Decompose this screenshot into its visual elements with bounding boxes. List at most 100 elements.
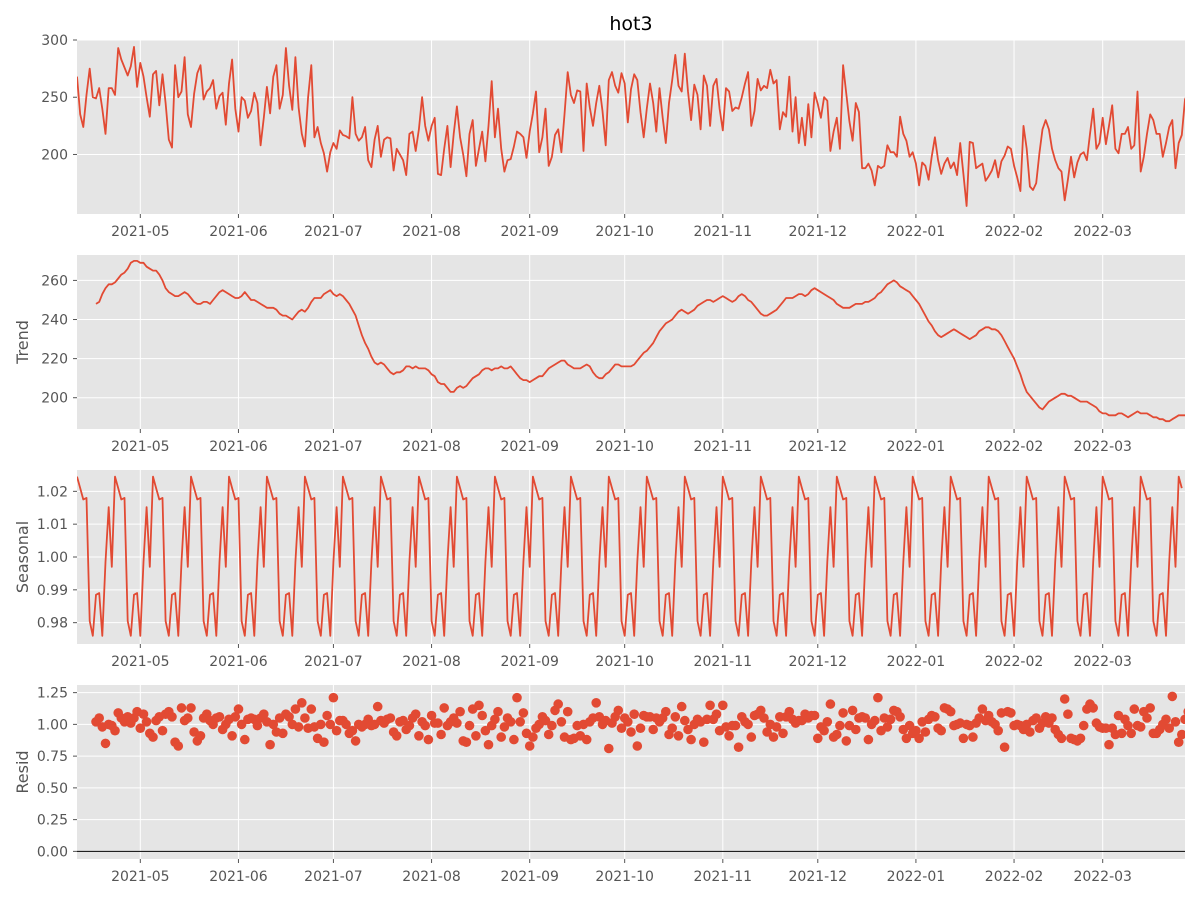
resid-point xyxy=(562,706,573,717)
observed-y-tick-label: 200 xyxy=(41,147,68,163)
resid-point xyxy=(316,719,326,730)
trend-plot-area xyxy=(77,255,1185,429)
trend-y-tick-label: 260 xyxy=(41,273,68,289)
seasonal-y-tick-label: 0.98 xyxy=(37,616,68,632)
resid-point xyxy=(771,722,782,732)
resid-x-tick-label: 2021-10 xyxy=(595,869,654,885)
resid-point xyxy=(183,713,193,723)
trend-y-tick-label: 200 xyxy=(41,391,68,407)
resid-point xyxy=(768,732,779,742)
resid-point xyxy=(464,720,475,731)
resid-point xyxy=(110,725,120,736)
resid-point xyxy=(410,709,421,719)
resid-point xyxy=(673,731,684,741)
resid-point xyxy=(167,712,177,722)
resid-point xyxy=(391,731,402,741)
resid-point xyxy=(300,713,310,723)
seasonal-x-tick-label: 2021-07 xyxy=(304,654,363,670)
seasonal-x-tick-label: 2021-10 xyxy=(595,654,654,670)
resid-point xyxy=(385,713,396,723)
resid-point xyxy=(420,720,431,731)
trend-x-tick-label: 2021-09 xyxy=(500,439,559,455)
resid-y-tick-label: 0.75 xyxy=(37,749,68,765)
resid-point xyxy=(936,725,946,736)
resid-point xyxy=(331,725,342,736)
resid-point xyxy=(1126,728,1136,739)
resid-point xyxy=(252,720,263,731)
observed-x-tick-label: 2021-12 xyxy=(789,224,848,240)
resid-point xyxy=(882,722,893,732)
resid-point xyxy=(186,703,196,713)
seasonal-x-tick-label: 2021-09 xyxy=(500,654,559,670)
resid-point xyxy=(661,706,671,717)
resid-point xyxy=(1116,728,1127,739)
resid-point xyxy=(173,741,184,751)
resid-point xyxy=(414,731,424,741)
seasonal-y-tick-label: 1.00 xyxy=(37,550,68,566)
resid-point xyxy=(1164,723,1174,733)
resid-point xyxy=(426,710,437,721)
resid-point xyxy=(835,720,845,731)
resid-point xyxy=(832,729,842,740)
resid-point xyxy=(920,727,931,737)
resid-x-tick-label: 2021-11 xyxy=(694,869,753,885)
trend-x-tick-label: 2021-10 xyxy=(595,439,654,455)
resid-point xyxy=(490,714,500,725)
resid-point xyxy=(1025,727,1035,737)
trend-x-tick-label: 2022-01 xyxy=(887,439,946,455)
resid-point xyxy=(860,713,871,723)
observed-x-tick-label: 2021-07 xyxy=(304,224,363,240)
resid-point xyxy=(911,725,921,736)
resid-point xyxy=(297,698,307,708)
resid-point xyxy=(265,739,275,750)
observed-y-tick-label: 300 xyxy=(41,33,68,49)
seasonal-x-tick-label: 2022-03 xyxy=(1073,654,1132,670)
resid-point xyxy=(623,717,633,727)
resid-point xyxy=(284,712,294,722)
resid-point xyxy=(968,732,978,742)
resid-point xyxy=(1075,733,1086,744)
resid-point xyxy=(553,699,563,709)
resid-point xyxy=(930,712,940,722)
resid-point xyxy=(141,717,152,727)
resid-point xyxy=(635,723,646,733)
resid-point xyxy=(452,718,462,728)
resid-point xyxy=(471,731,481,741)
resid-point xyxy=(1135,722,1146,732)
resid-point xyxy=(680,715,690,726)
resid-point xyxy=(1056,733,1067,744)
resid-point xyxy=(632,741,643,751)
resid-point xyxy=(863,734,874,745)
resid-x-tick-label: 2021-05 xyxy=(111,869,170,885)
resid-point xyxy=(1177,729,1185,740)
resid-point xyxy=(496,732,507,742)
seasonal-x-tick-label: 2021-08 xyxy=(402,654,461,670)
resid-point xyxy=(825,699,836,709)
resid-point xyxy=(809,710,820,721)
resid-point xyxy=(743,719,753,730)
resid-point xyxy=(372,701,383,712)
trend-x-tick-label: 2021-12 xyxy=(789,439,848,455)
resid-point xyxy=(455,706,465,717)
resid-point xyxy=(626,727,636,737)
resid-point xyxy=(699,737,709,747)
resid-point xyxy=(1059,694,1070,704)
resid-point xyxy=(604,743,614,754)
resid-point xyxy=(493,706,503,717)
resid-point xyxy=(556,717,567,727)
seasonal-x-tick-label: 2021-11 xyxy=(694,654,753,670)
resid-point xyxy=(347,725,358,736)
resid-point xyxy=(341,719,351,730)
resid-point xyxy=(293,722,304,732)
resid-point xyxy=(1063,709,1073,719)
resid-point xyxy=(157,725,168,736)
trend-x-tick-label: 2021-11 xyxy=(694,439,753,455)
resid-point xyxy=(629,709,639,719)
resid-point xyxy=(135,723,146,733)
resid-point xyxy=(756,705,766,716)
resid-point xyxy=(718,700,728,711)
resid-y-tick-label: 0.00 xyxy=(37,844,68,860)
seasonal-y-tick-label: 1.01 xyxy=(37,517,68,533)
seasonal-x-tick-label: 2021-05 xyxy=(111,654,170,670)
resid-point xyxy=(306,704,317,714)
